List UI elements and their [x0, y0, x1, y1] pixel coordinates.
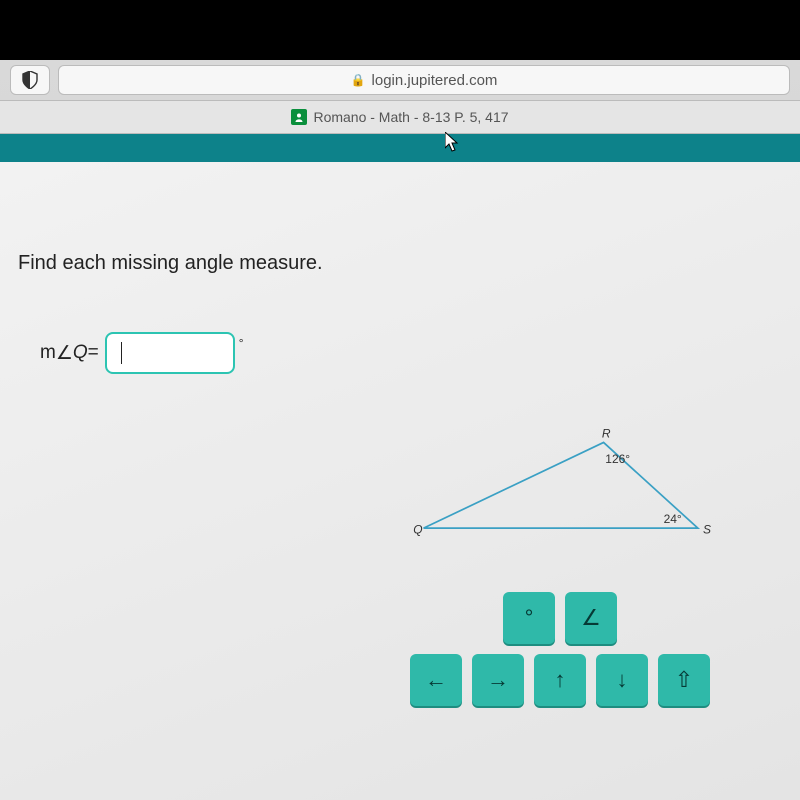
down-key[interactable]: ↓ — [596, 654, 648, 706]
degree-key[interactable]: ° — [503, 592, 555, 644]
vertex-label-r: R — [602, 427, 611, 440]
answer-row: m ∠ Q = ° — [40, 332, 244, 374]
url-text: login.jupitered.com — [372, 72, 498, 89]
angle-symbol: ∠ — [56, 342, 73, 365]
left-key[interactable]: ← — [410, 654, 462, 706]
cursor-icon — [445, 132, 461, 159]
triangle-shape — [424, 442, 698, 528]
app-header-bar — [0, 134, 800, 162]
url-field[interactable]: 🔒 login.jupitered.com — [58, 65, 790, 95]
vertex-label-q: Q — [413, 522, 422, 536]
tab-bar: Romano - Math - 8-13 P. 5, 417 — [0, 100, 800, 134]
tab-title[interactable]: Romano - Math - 8-13 P. 5, 417 — [313, 109, 508, 125]
address-bar: 🔒 login.jupitered.com — [0, 60, 800, 100]
question-page: Find each missing angle measure. m ∠ Q =… — [0, 162, 800, 800]
shield-button[interactable] — [10, 65, 50, 95]
question-prompt: Find each missing angle measure. — [18, 252, 323, 275]
vertex-label-s: S — [703, 522, 711, 536]
up-key[interactable]: ↑ — [534, 654, 586, 706]
tab-favicon — [291, 109, 307, 125]
angle-label-s: 24° — [664, 512, 682, 526]
triangle-figure: Q R S 126° 24° — [400, 427, 730, 547]
shield-icon — [22, 71, 38, 89]
angle-key[interactable]: ∠ — [565, 592, 617, 644]
lock-icon: 🔒 — [351, 73, 366, 87]
angle-label-r: 126° — [605, 452, 630, 466]
degree-unit: ° — [239, 336, 244, 350]
answer-label-m: m — [40, 342, 56, 364]
answer-label-eq: = — [88, 342, 99, 364]
right-key[interactable]: → — [472, 654, 524, 706]
math-keypad: °∠ ←→↑↓⇧ — [400, 592, 720, 716]
answer-label-var: Q — [73, 342, 88, 364]
home-key[interactable]: ⇧ — [658, 654, 710, 706]
answer-input[interactable] — [105, 332, 235, 374]
